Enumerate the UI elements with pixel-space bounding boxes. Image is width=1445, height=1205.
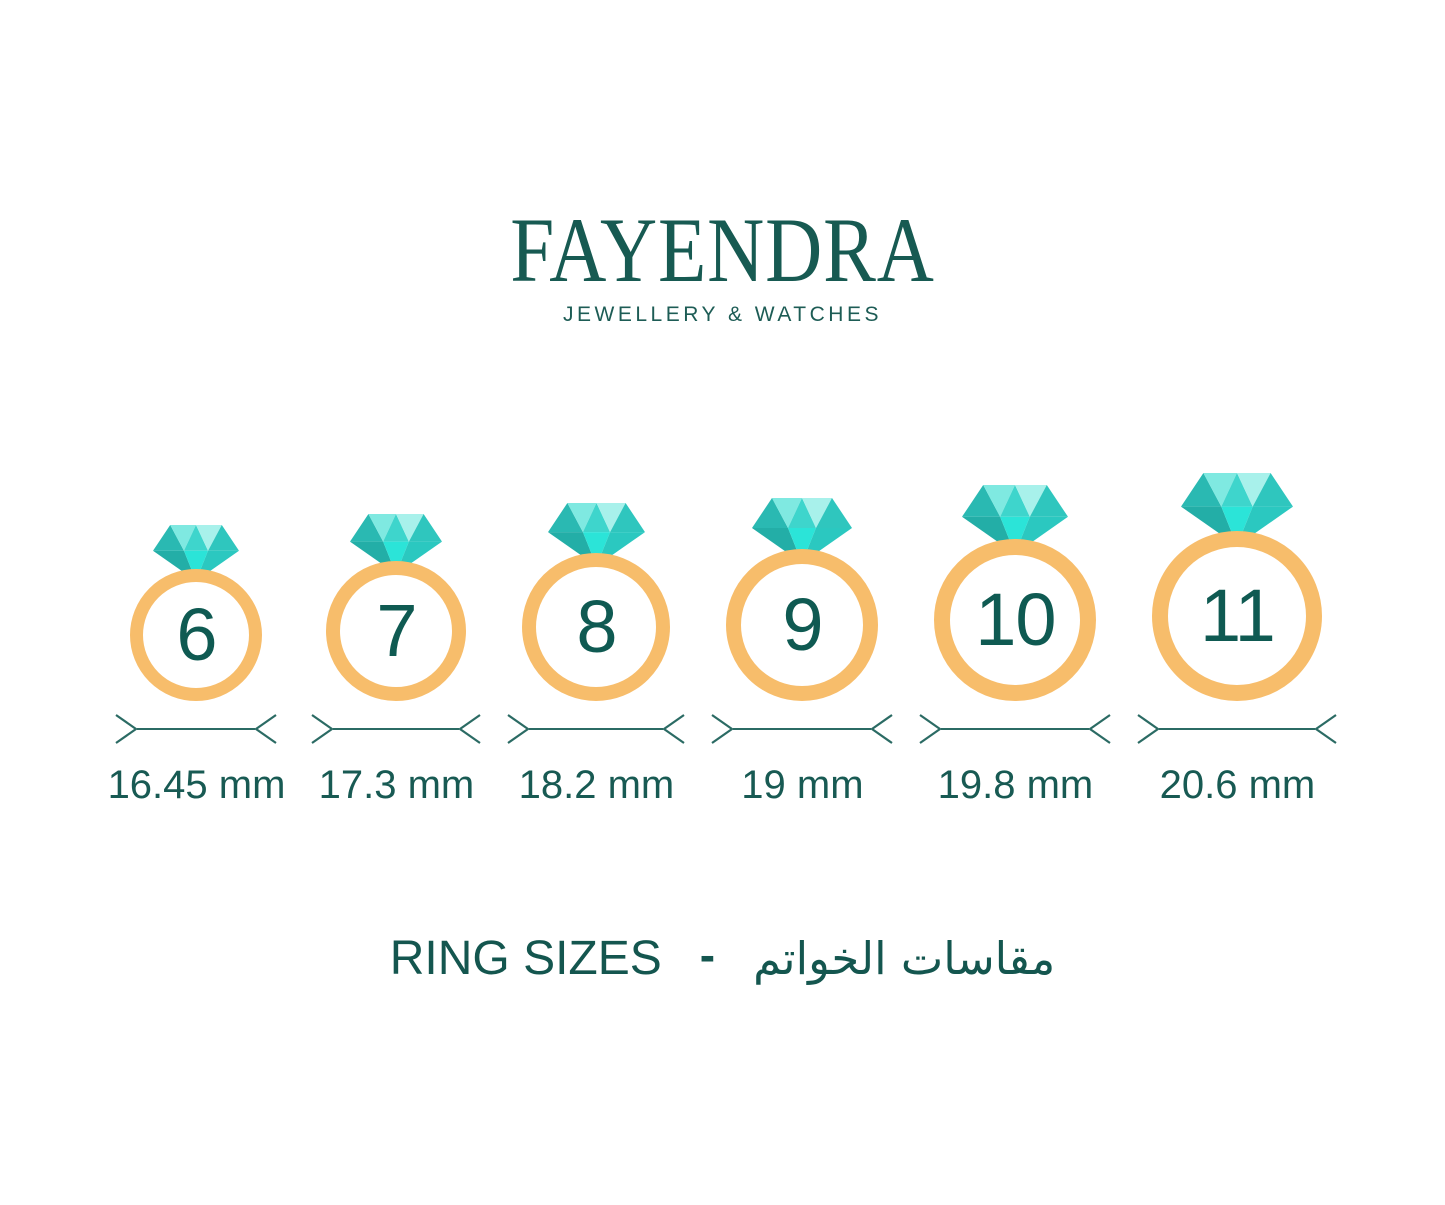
dimension-left-arrow-icon — [507, 714, 530, 745]
dimension-right-arrow-icon — [1089, 714, 1112, 745]
ring-band-icon: 10 — [934, 539, 1097, 702]
caption-separator: - — [699, 928, 716, 981]
dimension-right-arrow-icon — [871, 714, 894, 745]
dimension-right-arrow-icon — [1315, 714, 1338, 745]
ring-band-icon: 9 — [726, 549, 879, 702]
brand-tagline: JEWELLERY & WATCHES — [563, 303, 882, 326]
dimension-right-arrow-icon — [255, 714, 278, 745]
dimension-arrow-line — [1137, 711, 1338, 747]
dimension-left-arrow-icon — [115, 714, 138, 745]
dimension-rule — [333, 728, 460, 731]
ring-size-number: 6 — [176, 593, 217, 677]
dimension-rule — [941, 728, 1090, 731]
dimension-arrow-line — [919, 711, 1112, 747]
dimension-arrow-line — [115, 711, 278, 747]
dimension-arrow-line — [507, 711, 686, 747]
dimension-arrow-line — [711, 711, 894, 747]
ring-column-size-8: 8 18.2 mm — [507, 502, 686, 809]
caption: RING SIZES - مقاسات الخواتم — [0, 928, 1445, 986]
caption-title-ar: مقاسات الخواتم — [753, 932, 1056, 986]
ring-band-icon: 6 — [130, 569, 263, 702]
ring-column-size-6: 6 16.45 mm — [107, 525, 286, 809]
ring-size-number: 9 — [782, 583, 823, 667]
diameter-label: 16.45 mm — [107, 763, 286, 808]
ring-band-icon: 11 — [1152, 531, 1323, 702]
ring-size-number: 8 — [576, 585, 617, 669]
ring-band-icon: 7 — [326, 561, 467, 702]
diameter-label: 18.2 mm — [518, 763, 675, 808]
dimension-right-arrow-icon — [663, 714, 686, 745]
dimension-rule — [137, 728, 256, 731]
diameter-label: 17.3 mm — [318, 763, 475, 808]
ring-size-number: 11 — [1200, 574, 1276, 658]
dimension-left-arrow-icon — [711, 714, 734, 745]
dimension-right-arrow-icon — [459, 714, 482, 745]
dimension-left-arrow-icon — [1137, 714, 1160, 745]
dimension-rule — [733, 728, 872, 731]
ring-size-number: 10 — [975, 578, 1056, 662]
caption-title-en: RING SIZES — [389, 932, 662, 986]
dimension-arrow-line — [311, 711, 482, 747]
diameter-label: 19.8 mm — [937, 763, 1094, 808]
diameter-label: 19 mm — [741, 763, 864, 808]
ring-column-size-7: 7 17.3 mm — [311, 514, 482, 809]
brand-name: FAYENDRA — [510, 199, 935, 301]
ring-column-size-9: 9 19 mm — [711, 497, 894, 810]
ring-column-size-11: 11 20.6 mm — [1137, 473, 1338, 809]
dimension-left-arrow-icon — [919, 714, 942, 745]
dimension-left-arrow-icon — [311, 714, 334, 745]
dimension-rule — [529, 728, 664, 731]
ring-band-icon: 8 — [522, 553, 671, 702]
ring-size-number: 7 — [376, 589, 417, 673]
diameter-label: 20.6 mm — [1159, 763, 1316, 808]
rings-row: 6 16.45 mm 7 17.3 mm 8 — [0, 473, 1445, 809]
brand-logo: FAYENDRA JEWELLERY & WATCHES — [0, 0, 1445, 327]
dimension-rule — [1159, 728, 1316, 731]
ring-column-size-10: 10 19.8 mm — [919, 484, 1112, 810]
